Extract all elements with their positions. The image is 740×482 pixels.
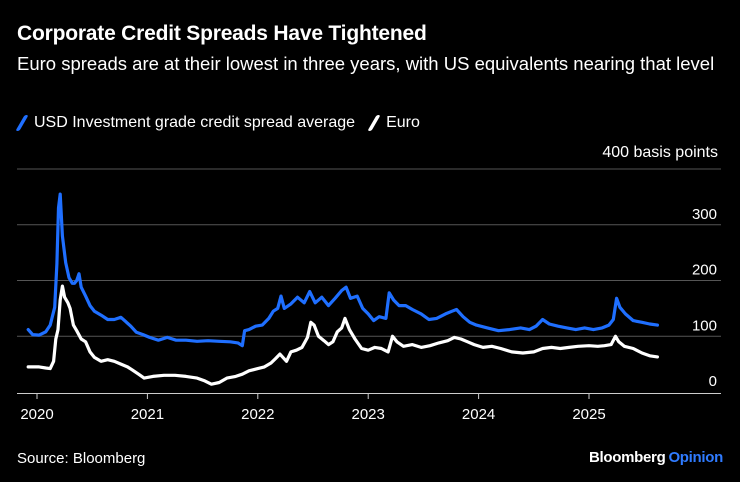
x-tick-label-2025: 2025 xyxy=(572,406,605,423)
chart-title: Corporate Credit Spreads Have Tightened xyxy=(17,22,427,45)
brand-logo: Bloomberg Opinion xyxy=(589,449,723,466)
y-tick-label-100: 100 xyxy=(692,317,717,334)
y-axis-unit-label: 400 basis points xyxy=(602,144,718,161)
legend-item-euro: Euro xyxy=(367,114,420,132)
usd-series-line xyxy=(26,192,659,348)
y-tick-label-200: 200 xyxy=(692,262,717,279)
x-tick-label-2024: 2024 xyxy=(462,406,495,423)
x-tick-label-2023: 2023 xyxy=(352,406,385,423)
x-tick-label-2022: 2022 xyxy=(241,406,274,423)
euro-series-line xyxy=(26,284,659,386)
y-tick-label-0: 0 xyxy=(709,373,717,390)
legend-label-euro: Euro xyxy=(386,114,420,131)
x-tick-label-2021: 2021 xyxy=(131,406,164,423)
legend: USD Investment grade credit spread avera… xyxy=(15,114,434,132)
legend-label-usd: USD Investment grade credit spread avera… xyxy=(34,114,356,131)
legend-item-usd: USD Investment grade credit spread avera… xyxy=(15,114,356,132)
x-tick-label-2020: 2020 xyxy=(20,406,53,423)
y-tick-label-300: 300 xyxy=(692,206,717,223)
brand-opinion: Opinion xyxy=(668,449,723,466)
chart-subtitle: Euro spreads are at their lowest in thre… xyxy=(17,53,715,74)
brand-main: Bloomberg xyxy=(588,449,666,466)
source-note: Source: Bloomberg xyxy=(17,450,146,467)
